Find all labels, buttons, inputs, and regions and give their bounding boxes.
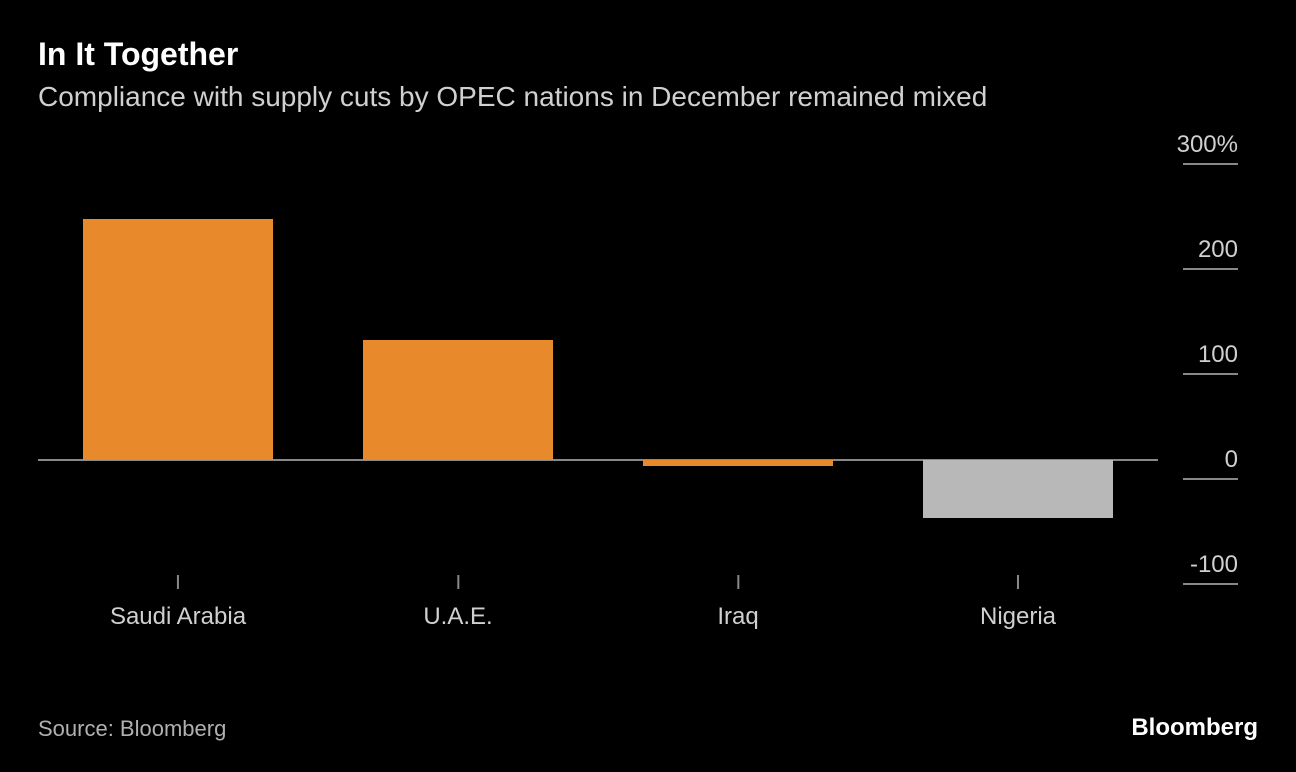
bar — [923, 460, 1113, 518]
y-tick-label: 300% — [1138, 131, 1238, 159]
y-tick-line — [1183, 163, 1238, 165]
x-tick: Nigeria — [980, 575, 1056, 631]
chart-area: 300%2001000-100 Saudi ArabiaU.A.E.IraqNi… — [38, 145, 1258, 625]
bar — [643, 460, 833, 465]
x-tick: U.A.E. — [423, 575, 492, 631]
y-tick-label: 0 — [1138, 446, 1238, 474]
y-tick: -100 — [1138, 551, 1238, 585]
y-tick: 0 — [1138, 446, 1238, 480]
x-tick-mark — [177, 575, 179, 589]
y-tick-line — [1183, 583, 1238, 585]
x-tick-label: U.A.E. — [423, 603, 492, 631]
y-tick-line — [1183, 373, 1238, 375]
bar — [363, 340, 553, 461]
source-text: Source: Bloomberg — [38, 716, 226, 742]
x-tick-mark — [1017, 575, 1019, 589]
x-tick-label: Nigeria — [980, 603, 1056, 631]
plot-region — [38, 145, 1158, 565]
y-tick-line — [1183, 268, 1238, 270]
bar — [83, 219, 273, 461]
y-tick: 100 — [1138, 341, 1238, 375]
x-tick: Iraq — [717, 575, 758, 631]
y-tick-label: 200 — [1138, 236, 1238, 264]
y-tick: 200 — [1138, 236, 1238, 270]
x-tick-mark — [457, 575, 459, 589]
x-tick-label: Iraq — [717, 603, 758, 631]
brand-logo-text: Bloomberg — [1131, 714, 1258, 742]
y-tick: 300% — [1138, 131, 1238, 165]
y-tick-label: -100 — [1138, 551, 1238, 579]
chart-title: In It Together — [38, 36, 1258, 73]
x-tick-label: Saudi Arabia — [110, 603, 246, 631]
x-tick: Saudi Arabia — [110, 575, 246, 631]
y-tick-label: 100 — [1138, 341, 1238, 369]
chart-container: In It Together Compliance with supply cu… — [0, 0, 1296, 772]
chart-subtitle: Compliance with supply cuts by OPEC nati… — [38, 79, 1088, 115]
x-tick-mark — [737, 575, 739, 589]
y-axis: 300%2001000-100 — [1138, 145, 1238, 565]
y-tick-line — [1183, 478, 1238, 480]
